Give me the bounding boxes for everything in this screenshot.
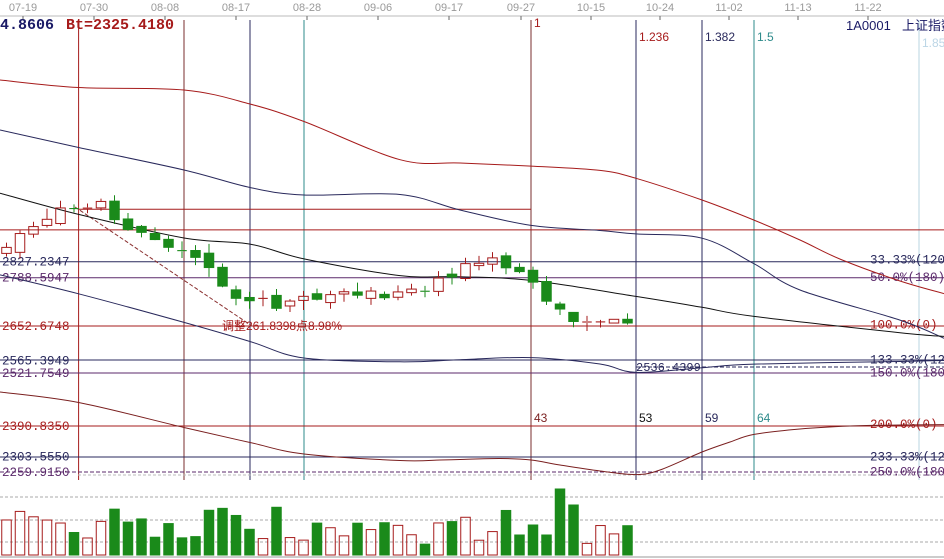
- svg-text:1A0001: 1A0001: [846, 18, 891, 33]
- svg-text:Bt=2325.4180: Bt=2325.4180: [66, 17, 174, 34]
- svg-text:2827.2347: 2827.2347: [2, 256, 70, 270]
- svg-text:2652.6748: 2652.6748: [2, 320, 70, 334]
- svg-text:11-02: 11-02: [715, 2, 742, 14]
- svg-text:09-06: 09-06: [364, 2, 392, 14]
- svg-text:1.854: 1.854: [922, 36, 944, 50]
- svg-text:1.382: 1.382: [705, 30, 735, 44]
- svg-text:33.33%(120): 33.33%(120): [870, 254, 944, 268]
- svg-text:07-19: 07-19: [9, 2, 37, 14]
- svg-text:1.5: 1.5: [757, 30, 774, 44]
- svg-text:11-13: 11-13: [784, 2, 811, 14]
- svg-text:2390.8350: 2390.8350: [2, 420, 70, 434]
- svg-text:10-24: 10-24: [646, 2, 674, 14]
- svg-text:64: 64: [757, 411, 771, 425]
- svg-text:07-30: 07-30: [80, 2, 108, 14]
- svg-text:09-27: 09-27: [507, 2, 535, 14]
- svg-text:53: 53: [639, 411, 653, 425]
- svg-text:233.33%(120): 233.33%(120): [870, 451, 944, 465]
- svg-text:10-15: 10-15: [577, 2, 605, 14]
- svg-text:1: 1: [534, 16, 541, 30]
- svg-text:250.0%(180): 250.0%(180): [870, 466, 944, 480]
- svg-text:4.8606: 4.8606: [0, 17, 54, 34]
- svg-text:上证指数: 上证指数: [902, 18, 944, 33]
- svg-text:调整261.8398点8.98%: 调整261.8398点8.98%: [222, 318, 342, 333]
- svg-text:59: 59: [705, 411, 719, 425]
- svg-text:1.236: 1.236: [639, 30, 669, 44]
- svg-text:11-22: 11-22: [854, 2, 881, 14]
- svg-text:2536.4399: 2536.4399: [636, 361, 701, 375]
- svg-text:43: 43: [534, 411, 548, 425]
- svg-text:08-28: 08-28: [293, 2, 321, 14]
- svg-text:2521.7549: 2521.7549: [2, 367, 70, 381]
- svg-text:09-17: 09-17: [435, 2, 463, 14]
- svg-text:150.0%(180): 150.0%(180): [870, 367, 944, 381]
- svg-text:2259.9150: 2259.9150: [2, 466, 70, 480]
- svg-text:08-17: 08-17: [222, 2, 250, 14]
- svg-text:08-08: 08-08: [151, 2, 179, 14]
- svg-text:2303.5550: 2303.5550: [2, 451, 70, 465]
